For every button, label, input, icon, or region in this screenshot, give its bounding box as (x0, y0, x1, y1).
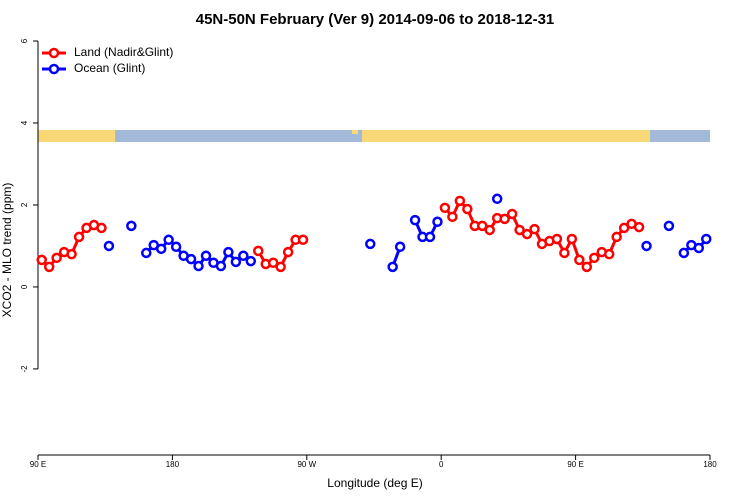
data-point (566, 233, 578, 245)
data-point (618, 222, 630, 234)
x-tick-label: 180 (703, 460, 717, 469)
data-point (603, 248, 615, 260)
data-point (200, 250, 212, 262)
data-point (499, 213, 510, 225)
data-point (581, 261, 593, 273)
data-point (663, 220, 675, 232)
data-point (66, 248, 77, 260)
data-point (589, 252, 600, 264)
data-point (253, 245, 264, 257)
y-axis-label: XCO2 - MLO trend (ppm) (0, 183, 14, 318)
data-point (701, 233, 712, 245)
data-point (477, 220, 488, 232)
x-tick-label: 90 E (30, 460, 46, 469)
data-point (73, 231, 85, 243)
data-point (574, 254, 585, 266)
data-point (267, 257, 279, 269)
x-tick-label: 0 (439, 460, 444, 469)
data-point (424, 231, 436, 243)
data-point (521, 228, 533, 240)
data-point (514, 224, 525, 236)
x-axis-label: Longitude (deg E) (327, 476, 422, 490)
land-strip (362, 130, 650, 142)
data-point (163, 234, 174, 246)
data-point (409, 214, 421, 226)
y-tick-label: -2 (20, 365, 29, 373)
data-point (275, 261, 286, 273)
data-point (297, 234, 309, 246)
legend-marker (48, 47, 60, 59)
data-point (230, 256, 242, 268)
data-point (559, 247, 570, 259)
data-point (193, 260, 204, 272)
data-point (678, 247, 690, 259)
map-strip (38, 130, 710, 142)
y-tick-label: 4 (20, 120, 29, 125)
data-point (439, 202, 451, 214)
chart-title: 45N-50N February (Ver 9) 2014-09-06 to 2… (196, 11, 555, 28)
data-point (282, 246, 294, 258)
y-tick-label: 0 (20, 284, 29, 289)
data-point (484, 224, 495, 236)
y-tick-label: 2 (20, 202, 29, 207)
data-point (103, 240, 115, 252)
data-point (185, 253, 197, 265)
x-tick-label: 90 W (297, 460, 316, 469)
data-point (223, 246, 234, 258)
data-point (245, 255, 257, 267)
data-point (506, 208, 518, 220)
data-point (454, 195, 466, 207)
data-point (529, 223, 540, 235)
data-point (43, 261, 55, 273)
data-point (447, 211, 458, 223)
data-point (238, 250, 249, 262)
data-point (96, 222, 107, 234)
data-point (51, 252, 62, 264)
legend-label: Ocean (Glint) (74, 61, 145, 75)
data-point (633, 221, 645, 233)
data-point (641, 240, 652, 252)
data-point (126, 220, 137, 232)
legend-label: Land (Nadir&Glint) (74, 45, 173, 59)
data-point (693, 242, 705, 254)
data-point (432, 216, 443, 228)
y-tick-label: 6 (20, 38, 29, 43)
data-point (551, 233, 563, 245)
data-point (611, 231, 622, 243)
data-point (36, 254, 47, 266)
data-point (387, 261, 398, 273)
data-point (462, 203, 473, 215)
data-point (215, 260, 227, 272)
x-tick-label: 180 (166, 460, 180, 469)
data-point (155, 243, 167, 255)
legend-marker (48, 63, 60, 75)
land-strip (352, 130, 358, 134)
land-strip (38, 130, 115, 142)
data-point (394, 241, 406, 253)
series-line (40, 223, 103, 270)
x-tick-label: 90 E (567, 460, 583, 469)
data-point (491, 193, 503, 205)
data-point (365, 238, 376, 250)
data-point (141, 247, 152, 259)
data-point (170, 241, 182, 253)
